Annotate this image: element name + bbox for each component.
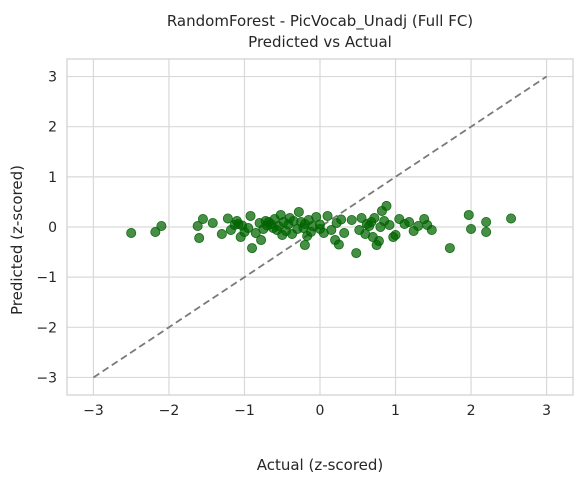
x-tick-label: 0 bbox=[316, 403, 325, 419]
data-point bbox=[369, 212, 380, 223]
x-tick-label: −2 bbox=[159, 403, 180, 419]
data-point bbox=[481, 227, 492, 238]
data-point bbox=[339, 228, 350, 239]
data-point bbox=[384, 219, 395, 230]
y-tick-label: 1 bbox=[48, 170, 57, 186]
data-point bbox=[381, 200, 392, 211]
x-tick-label: 3 bbox=[542, 403, 551, 419]
data-point bbox=[481, 216, 492, 227]
data-point bbox=[351, 248, 362, 259]
data-point bbox=[150, 227, 161, 238]
x-axis-label: Actual (z-scored) bbox=[257, 456, 384, 474]
data-point bbox=[156, 220, 167, 231]
data-point bbox=[299, 240, 310, 251]
data-point bbox=[404, 216, 415, 227]
data-point bbox=[222, 213, 233, 224]
y-tick-label: 2 bbox=[48, 120, 57, 136]
data-points bbox=[126, 200, 517, 259]
chart-title: RandomForest - PicVocab_Unadj (Full FC) bbox=[167, 12, 473, 31]
data-point bbox=[333, 239, 344, 250]
data-point bbox=[466, 224, 477, 235]
y-tick-label: 0 bbox=[48, 220, 57, 236]
data-point bbox=[256, 235, 267, 246]
data-point bbox=[194, 233, 205, 244]
data-point bbox=[245, 210, 256, 221]
identity-reference-line bbox=[92, 75, 548, 379]
x-tick-label: 2 bbox=[467, 403, 476, 419]
data-point bbox=[314, 219, 325, 230]
data-point bbox=[346, 214, 357, 225]
data-point bbox=[247, 243, 258, 254]
data-point bbox=[444, 243, 455, 254]
plot-frame bbox=[66, 58, 574, 396]
data-point bbox=[126, 228, 137, 239]
x-tick-label: −3 bbox=[83, 403, 104, 419]
data-point bbox=[207, 217, 218, 228]
y-axis-label: Predicted (z-scored) bbox=[8, 165, 26, 315]
y-tick-label: −3 bbox=[36, 370, 57, 386]
data-point bbox=[192, 220, 203, 231]
data-point bbox=[426, 225, 437, 236]
y-tick-label: 3 bbox=[48, 70, 57, 86]
data-point bbox=[197, 213, 208, 224]
data-point bbox=[322, 210, 333, 221]
data-point bbox=[293, 206, 304, 217]
data-point bbox=[216, 229, 227, 240]
data-point bbox=[243, 223, 254, 234]
data-point bbox=[336, 214, 347, 225]
data-point bbox=[506, 213, 517, 224]
tick-labels: −3 −2 −1 0 1 2 3 −3 −2 −1 0 1 2 3 bbox=[36, 70, 551, 419]
x-tick-label: −1 bbox=[234, 403, 255, 419]
y-tick-label: −2 bbox=[36, 320, 57, 336]
chart-subtitle: Predicted vs Actual bbox=[248, 33, 392, 51]
x-tick-label: 1 bbox=[391, 403, 400, 419]
data-point bbox=[390, 230, 401, 241]
data-point bbox=[463, 209, 474, 220]
y-tick-label: −1 bbox=[36, 270, 57, 286]
data-point bbox=[326, 225, 337, 236]
data-point bbox=[373, 236, 384, 247]
